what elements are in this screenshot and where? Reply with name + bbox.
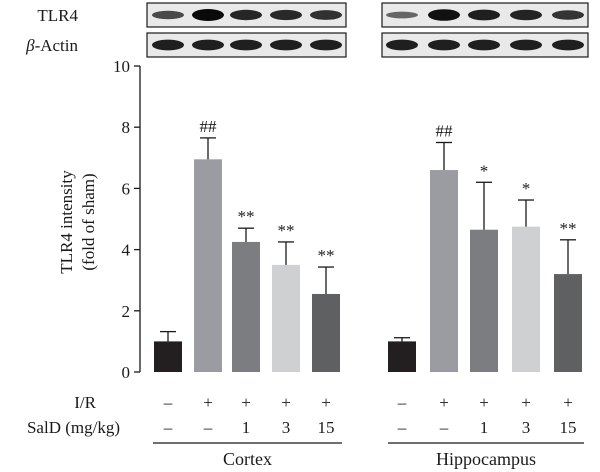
blot-band [152, 10, 184, 20]
bar [388, 341, 416, 372]
significance-marker: * [522, 179, 531, 198]
blot-band [230, 39, 262, 51]
sald-cell: 15 [560, 418, 577, 437]
sald-cell: – [397, 418, 407, 437]
y-tick-label: 8 [122, 118, 131, 137]
blot-band [270, 9, 302, 21]
significance-marker: ** [238, 207, 255, 226]
significance-marker: ** [560, 219, 577, 238]
bar [272, 264, 300, 372]
blot-band [192, 39, 224, 51]
blot-band [552, 39, 584, 51]
blot-band [270, 39, 302, 51]
y-tick-label: 0 [122, 363, 131, 382]
ir-cell: – [163, 393, 173, 412]
ir-cell: – [397, 393, 407, 412]
blot-band [552, 10, 584, 20]
blot-band [192, 9, 224, 21]
sald-cell: 3 [522, 418, 531, 437]
sald-cell: – [163, 418, 173, 437]
significance-marker: ## [200, 117, 218, 136]
bar [154, 341, 182, 372]
blot-band [468, 39, 500, 51]
blot-band [468, 9, 500, 21]
y-tick-label: 10 [113, 57, 130, 76]
blot-band [386, 39, 418, 51]
y-axis-label-line2: (fold of sham) [79, 173, 98, 270]
y-axis-label-line1: TLR4 intensity [57, 170, 76, 274]
y-tick-label: 2 [122, 302, 131, 321]
significance-marker: ** [278, 221, 295, 240]
sald-cell: 3 [282, 418, 291, 437]
significance-marker: ** [318, 246, 335, 265]
bar [232, 241, 260, 372]
bar [312, 293, 340, 372]
group-label: Cortex [223, 449, 272, 469]
ir-cell: + [439, 393, 449, 412]
blot-band [152, 39, 184, 51]
y-tick-label: 4 [122, 241, 131, 260]
bar [194, 159, 222, 372]
ir-cell: + [281, 393, 291, 412]
y-axis: 0 2 4 6 8 10 TLR4 intensity (fold of sham) [57, 57, 141, 382]
sald-cell: – [439, 418, 449, 437]
sald-cell: – [203, 418, 213, 437]
ir-cell: + [479, 393, 489, 412]
blot-label-text: TLR4 [37, 6, 78, 25]
ir-cell: + [203, 393, 213, 412]
bar [430, 170, 458, 372]
blot-band [428, 9, 460, 21]
blot-band [510, 9, 542, 21]
significance-marker: * [480, 161, 489, 180]
blot-label-text: -Actin [35, 36, 79, 55]
y-axis-label: TLR4 intensity (fold of sham) [57, 170, 98, 274]
blot-band [310, 39, 342, 51]
ir-cell: + [241, 393, 251, 412]
y-tick-label: 6 [122, 179, 131, 198]
blot-band [310, 10, 342, 20]
group-label: Hippocampus [436, 449, 536, 469]
blot-band [428, 39, 460, 51]
bar [554, 274, 582, 372]
sald-cell: 15 [318, 418, 335, 437]
ir-cell: + [321, 393, 331, 412]
sald-cell: 1 [242, 418, 251, 437]
ir-row-label: I/R [74, 393, 96, 412]
bar-plot: ##******##**** [154, 117, 582, 372]
sald-row-label: SalD (mg/kg) [27, 418, 120, 437]
ir-cell: + [563, 393, 573, 412]
bar [512, 226, 540, 372]
blot-band [510, 39, 542, 51]
ir-cell: + [521, 393, 531, 412]
blot-band [230, 9, 262, 21]
blot-label-actin: β-Actin [25, 36, 78, 55]
beta-symbol: β [25, 36, 35, 55]
sald-cell: 1 [480, 418, 489, 437]
blot-label-tlr4: TLR4 [37, 6, 78, 25]
significance-marker: ## [436, 122, 454, 141]
blot-band [386, 11, 418, 19]
bar [470, 229, 498, 372]
